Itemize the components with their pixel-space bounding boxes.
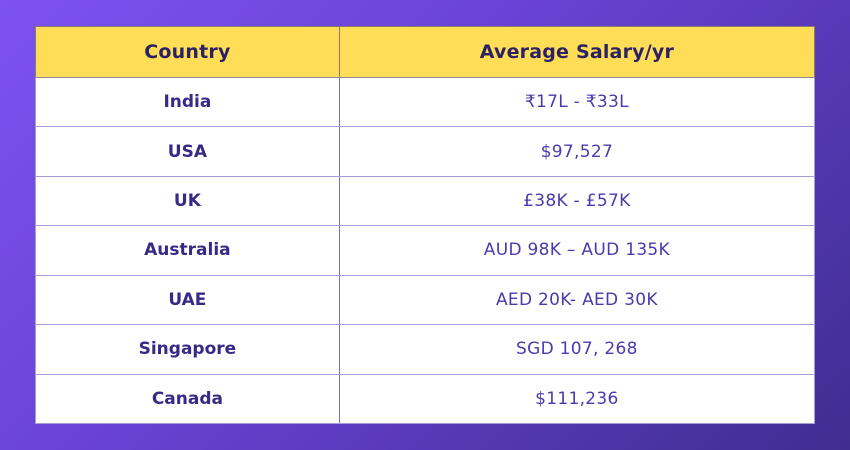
- salary-table: Country Average Salary/yr India ₹17L - ₹…: [35, 26, 816, 425]
- salary-cell: $111,236: [338, 373, 816, 425]
- country-cell: UK: [35, 175, 340, 227]
- salary-cell: SGD 107, 268: [338, 324, 816, 375]
- country-cell: USA: [35, 126, 340, 177]
- table-row: UAE AED 20K- AED 30K: [35, 274, 816, 326]
- table-row: Australia AUD 98K – AUD 135K: [35, 225, 816, 276]
- table-row: India ₹17L - ₹33L: [35, 76, 816, 128]
- country-cell: Australia: [35, 225, 340, 276]
- salary-cell: £38K - £57K: [338, 175, 816, 227]
- salary-cell: AUD 98K – AUD 135K: [338, 225, 816, 276]
- country-cell: UAE: [35, 274, 340, 326]
- table-header-row: Country Average Salary/yr: [35, 26, 816, 78]
- country-cell: Singapore: [35, 324, 340, 375]
- table-row: UK £38K - £57K: [35, 175, 816, 227]
- table-row: USA $97,527: [35, 126, 816, 177]
- country-cell: Canada: [35, 373, 340, 425]
- country-cell: India: [35, 76, 340, 128]
- table-row: Canada $111,236: [35, 373, 816, 425]
- column-header-average-salary: Average Salary/yr: [338, 26, 816, 78]
- salary-cell: AED 20K- AED 30K: [338, 274, 816, 326]
- column-header-country: Country: [35, 26, 340, 78]
- salary-cell: ₹17L - ₹33L: [338, 76, 816, 128]
- table-row: Singapore SGD 107, 268: [35, 324, 816, 375]
- salary-cell: $97,527: [338, 126, 816, 177]
